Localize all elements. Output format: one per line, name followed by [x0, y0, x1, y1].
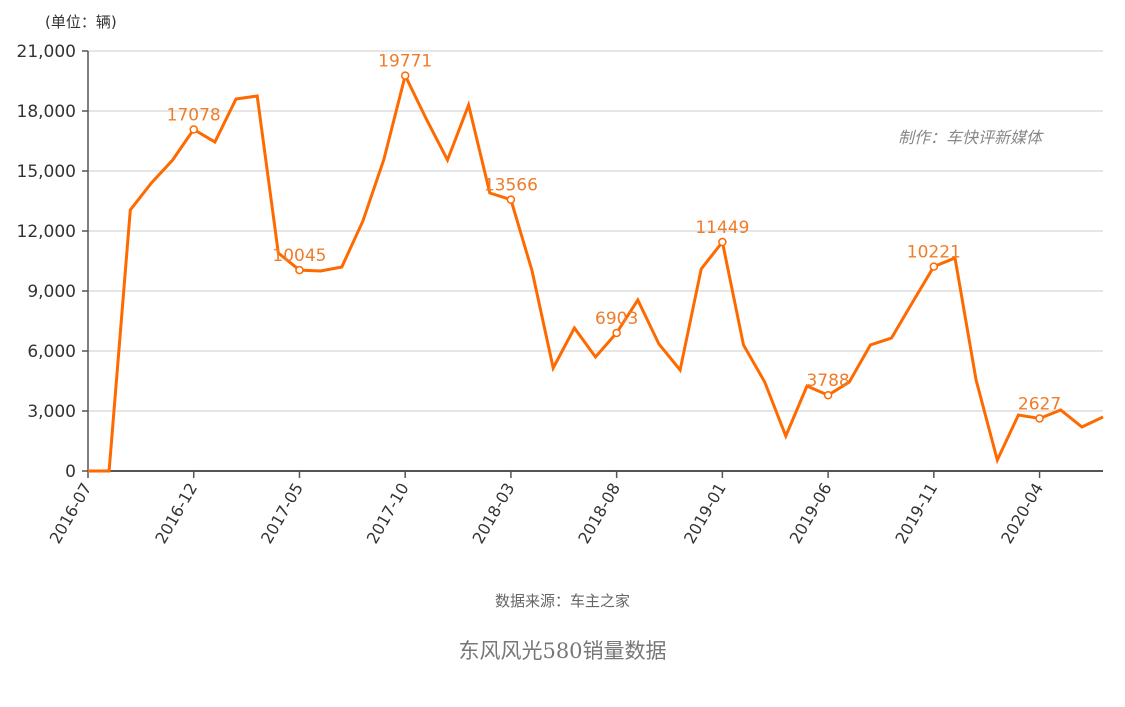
data-label: 3788: [806, 371, 849, 391]
x-tick-label: 2019-01: [680, 480, 730, 547]
x-tick-label: 2017-05: [257, 480, 307, 547]
data-point-marker: [189, 125, 198, 134]
data-point-marker: [1035, 414, 1044, 423]
chart-title: 东风风光580销量数据: [458, 639, 667, 663]
y-axis: 0 3,000 6,000 9,000 12,000 15,000 18,000 21,000: [17, 42, 89, 482]
y-axis-unit-label: (单位：辆): [45, 13, 117, 31]
data-point-marker: [506, 195, 516, 204]
x-tick-label: 2020-04: [997, 480, 1047, 547]
x-tick-label: 2019-06: [786, 480, 836, 547]
y-tick-label: 0: [65, 462, 76, 482]
data-point-marker: [929, 262, 939, 271]
y-tick-label: 6,000: [27, 342, 76, 362]
data-point-marker: [612, 328, 621, 338]
data-label: 6903: [595, 309, 638, 329]
data-source: 数据来源：车主之家: [494, 592, 630, 610]
data-label: 19771: [378, 52, 432, 72]
y-tick-label: 21,000: [17, 42, 76, 62]
y-tick-label: 3,000: [27, 402, 76, 422]
data-point-markers: 17078 10045 19771 13566 6903 11449 3788 10221 26…: [167, 52, 1061, 423]
y-tick-label: 9,000: [27, 282, 76, 302]
data-point-marker: [718, 237, 727, 247]
y-tick-label: 12,000: [17, 222, 76, 242]
grid-lines: [88, 50, 1103, 412]
y-tick-label: 15,000: [17, 162, 76, 182]
x-axis: 2016-07 2016-12 2017-05 2017-10 2018-03 2018-…: [46, 470, 1103, 547]
credit-annotation: 制作：车快评新媒体: [898, 128, 1043, 147]
data-label: 2627: [1018, 394, 1061, 414]
data-label: 17078: [167, 105, 221, 125]
x-tick-label: 2016-07: [46, 480, 96, 547]
data-label: 10045: [272, 246, 326, 266]
data-point-marker: [295, 265, 304, 275]
data-label: 11449: [695, 218, 749, 238]
data-label: 13566: [484, 176, 538, 196]
data-point-marker: [823, 390, 833, 400]
x-tick-label: 2019-11: [891, 480, 941, 547]
data-point-marker: [400, 71, 410, 80]
y-tick-label: 18,000: [17, 102, 76, 122]
x-tick-label: 2017-10: [363, 480, 413, 547]
x-tick-label: 2018-08: [574, 480, 624, 547]
x-tick-label: 2016-12: [151, 480, 201, 547]
data-label: 10221: [907, 243, 961, 263]
x-tick-label: 2018-03: [468, 480, 518, 547]
